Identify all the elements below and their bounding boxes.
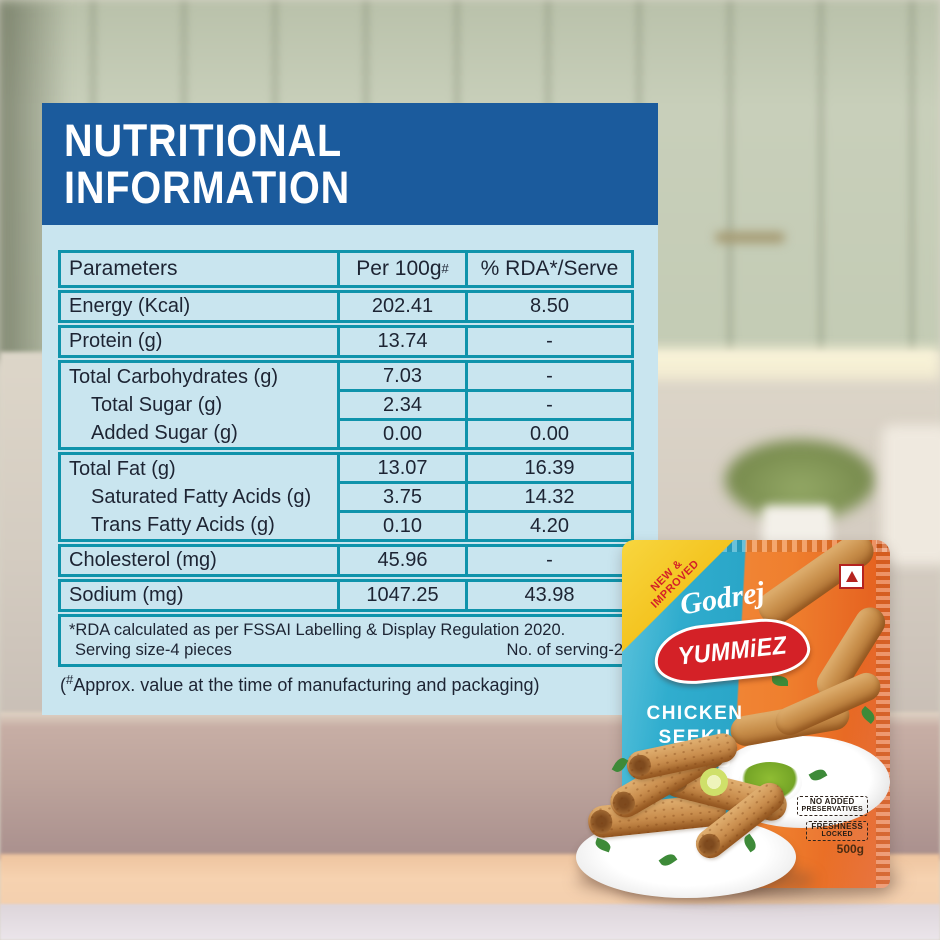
approx-note-text: Approx. value at the time of manufacturi… (73, 675, 540, 695)
row-per100: 0.10 (340, 510, 465, 539)
row-per100: 0.00 (340, 418, 465, 447)
badge-line: LOCKED (821, 831, 853, 838)
row-rda: 8.50 (465, 293, 631, 320)
row-per100: 13.07 (377, 456, 428, 479)
row-label: Saturated Fatty Acids (g) (91, 485, 312, 508)
row-rda: 4.20 (468, 510, 631, 539)
badge-line: FRESHNESS (811, 822, 863, 831)
row-label: Total Fat (g) (69, 457, 176, 480)
row-rda: 14.32 (468, 481, 631, 510)
table-row-group-fat: Total Fat (g) Saturated Fatty Acids (g) … (58, 452, 634, 542)
header-per100g: Per 100g # (337, 253, 465, 285)
row-rda: - (465, 547, 631, 574)
table-header-row: Parameters Per 100g # % RDA*/Serve (58, 250, 634, 288)
row-per100: 45.96 (337, 547, 465, 574)
table-row-group-carbohydrates: Total Carbohydrates (g) Total Sugar (g) … (58, 360, 634, 450)
group-labels: Total Carbohydrates (g) Total Sugar (g) … (61, 363, 337, 447)
table-row-energy: Energy (Kcal) 202.41 8.50 (58, 290, 634, 323)
freshness-locked-badge: FRESHNESS LOCKED (806, 821, 868, 841)
row-label: Protein (g) (69, 330, 163, 352)
header-per100g-text: Per 100g (356, 257, 442, 280)
row-label: Trans Fatty Acids (g) (91, 513, 275, 536)
row-per100: 7.03 (383, 364, 422, 387)
row-per100: 202.41 (337, 293, 465, 320)
row-rda: 0.00 (468, 418, 631, 447)
row-rda: - (468, 389, 631, 418)
title-line1: NUTRITIONAL (64, 115, 343, 166)
page-title: NUTRITIONAL INFORMATION (64, 117, 350, 211)
row-per100: 3.75 (340, 481, 465, 510)
row-rda: - (465, 328, 631, 355)
group-per100-values: 13.07 3.75 0.10 (337, 455, 465, 539)
header-parameters: Parameters (69, 257, 178, 280)
rda-footnote: *RDA calculated as per FSSAI Labelling &… (69, 621, 566, 639)
approx-note-sup: # (66, 672, 74, 687)
garnish-leaf (772, 676, 788, 686)
nutrition-table: Parameters Per 100g # % RDA*/Serve Energy… (58, 250, 634, 696)
nonveg-triangle (845, 571, 858, 582)
card-body: Parameters Per 100g # % RDA*/Serve Energy… (42, 225, 658, 715)
row-label: Total Sugar (g) (91, 393, 223, 416)
serving-info: Serving size-4 pieces No. of serving-2 (69, 640, 623, 660)
footnote-box: *RDA calculated as per FSSAI Labelling &… (58, 614, 634, 667)
foreground-blur (0, 904, 940, 940)
cabinet-handle (715, 232, 785, 243)
table-row-protein: Protein (g) 13.74 - (58, 325, 634, 358)
row-per100: 2.34 (340, 389, 465, 418)
row-label: Total Carbohydrates (g) (69, 365, 278, 388)
group-labels: Total Fat (g) Saturated Fatty Acids (g) … (61, 455, 337, 539)
yummiez-logo-text: YUMMiEZ (676, 630, 788, 671)
nonveg-icon (839, 564, 864, 589)
pouch-crimp-edge (876, 540, 890, 888)
badge-line: PRESERVATIVES (801, 806, 863, 813)
table-row-cholesterol: Cholesterol (mg) 45.96 - (58, 544, 634, 577)
row-label: Energy (Kcal) (69, 295, 191, 317)
row-rda: - (546, 364, 553, 387)
row-label: Added Sugar (g) (91, 421, 238, 444)
row-rda: 16.39 (524, 456, 575, 479)
table-row-sodium: Sodium (mg) 1047.25 43.98 (58, 579, 634, 612)
badge-line: NO ADDED (809, 797, 855, 806)
lime-slice (700, 768, 728, 796)
group-rda-values: 16.39 14.32 4.20 (465, 455, 631, 539)
card-header: NUTRITIONAL INFORMATION (42, 103, 658, 225)
title-line2: INFORMATION (64, 162, 351, 213)
appliance-blur (882, 425, 940, 565)
servings-count: No. of serving-2 (506, 641, 623, 659)
header-rda: % RDA*/Serve (465, 253, 631, 285)
row-rda: 43.98 (465, 582, 631, 609)
approx-note-prefix: ( (60, 675, 66, 695)
row-label: Cholesterol (mg) (69, 549, 217, 571)
net-weight: 500g (836, 842, 864, 856)
row-per100: 13.74 (337, 328, 465, 355)
product-name-line1: CHICKEN (646, 703, 744, 724)
row-label: Sodium (mg) (69, 584, 184, 606)
serving-size: Serving size-4 pieces (75, 641, 232, 659)
no-added-preservatives-badge: NO ADDED PRESERVATIVES (796, 796, 868, 816)
approx-note: (#Approx. value at the time of manufactu… (58, 672, 634, 696)
row-per100: 1047.25 (337, 582, 465, 609)
nutrition-card: NUTRITIONAL INFORMATION Parameters Per 1… (42, 103, 658, 715)
package-badges: NO ADDED PRESERVATIVES FRESHNESS LOCKED (796, 796, 868, 841)
group-rda-values: - - 0.00 (465, 363, 631, 447)
group-per100-values: 7.03 2.34 0.00 (337, 363, 465, 447)
